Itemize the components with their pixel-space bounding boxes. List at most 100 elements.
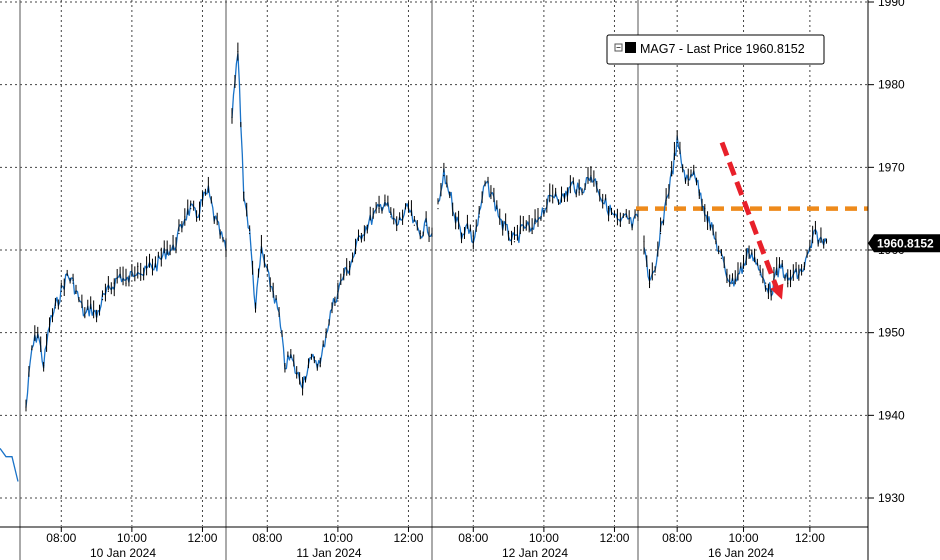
series-point [665,199,667,201]
series-point [584,183,586,185]
trend-arrow-line [719,141,781,293]
series-point [390,216,392,218]
legend-box [606,34,825,65]
series-point [737,274,739,276]
series-point [301,381,304,383]
x-tick-label: 12:00 [599,531,629,545]
series-point [560,199,563,201]
series-point [366,224,368,226]
date-label: 12 Jan 2024 [502,546,568,560]
series-point [207,191,209,193]
series-point [513,241,516,243]
legend-label: MAG7 - Last Price 1960.8152 [640,42,805,56]
series-point [549,199,551,201]
series-point [425,224,427,226]
series-point [671,175,673,177]
series-point [219,232,221,235]
series-point [137,265,139,268]
series-point [715,241,717,243]
series-point [781,265,783,268]
series-point [296,373,298,375]
legend-toggle-icon[interactable] [614,43,623,52]
series-point [496,208,498,210]
series-point [803,265,805,268]
last-price-label: 1960.8152 [877,236,934,250]
series-point [770,290,772,292]
series-point [709,224,711,226]
series-point [631,224,633,226]
x-tick-label: 10:00 [323,531,353,545]
series-point [331,307,333,309]
series-point [401,216,404,218]
series-point [349,265,351,268]
series-point [531,232,533,235]
series-point [290,356,292,359]
series-point [720,257,723,259]
x-tick-label: 12:00 [393,531,423,545]
series-point [676,141,678,144]
x-tick-label: 12:00 [187,531,217,545]
series-point [466,224,469,226]
series-point [284,365,286,367]
series-point [484,183,486,185]
series-line-2 [231,53,433,390]
legend: MAG7 - Last Price 1960.8152 [606,34,825,65]
series-point [748,249,750,251]
series-point [682,166,684,168]
series-point [72,282,74,284]
date-label: 10 Jan 2024 [90,546,156,560]
series-point [765,282,767,284]
series-point [490,191,492,193]
series-point [704,208,706,210]
series-point [166,249,168,251]
series-point [460,232,463,235]
series-point [260,249,263,251]
series-point [278,315,280,317]
series-point [343,274,345,276]
series-point [659,232,662,235]
y-tick-label: 1940 [878,408,905,422]
series-point [625,216,627,218]
series-point [543,208,545,210]
series-point [172,249,174,251]
x-tick-label: 10:00 [729,531,759,545]
series-point [525,224,527,226]
series-point [360,232,363,235]
series-point [184,216,186,218]
series-point [237,51,239,53]
series-point [160,257,162,259]
series-point [731,282,734,284]
series-point [637,216,639,218]
series-point [472,241,474,243]
series-point [178,232,180,235]
series-point [798,274,800,276]
x-ticks: 08:00 10:00 12:00 08:00 10:00 12:00 08:00 10:00… [46,527,825,560]
series-point [596,183,598,185]
series-point [66,274,68,276]
series-point [613,216,616,218]
series-point [698,191,700,193]
series-point [307,365,310,367]
series-point [148,265,151,268]
series-point [313,356,315,359]
series-point [572,183,574,185]
series-line-pre [0,448,19,482]
y-tick-label: 1930 [878,491,905,505]
x-tick-label: 08:00 [662,531,692,545]
series-point [213,216,215,218]
series-point [143,274,145,276]
series-point [814,232,817,235]
x-tick-label: 12:00 [795,531,825,545]
series-point [243,191,245,193]
series-point [792,274,794,276]
series-point [437,208,439,210]
series-point [419,232,421,235]
series-point [396,224,398,226]
series-point [693,166,695,168]
series-point [820,241,822,243]
series-point [443,175,445,177]
series-point [60,290,62,292]
series-point [809,249,811,251]
series-point [337,290,339,292]
